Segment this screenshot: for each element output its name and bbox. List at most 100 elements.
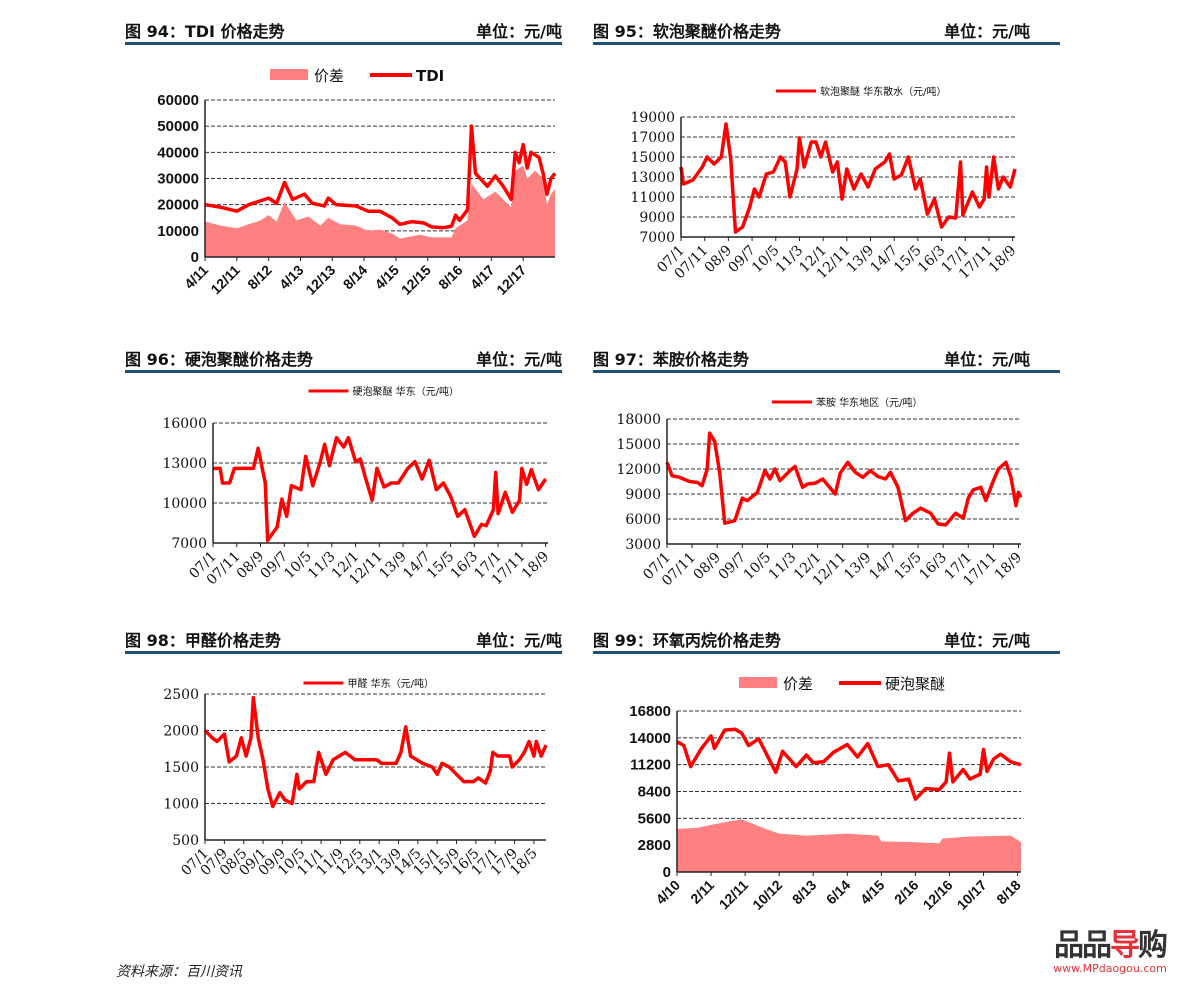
logo-mark: 品品导购 [1054,928,1168,963]
chart-95: 70009000110001300015000170001900007/107/… [630,83,1019,282]
y-tick-label: 9000 [639,210,675,226]
figure-title: 图 94：TDI 价格走势 [125,22,285,41]
y-tick-label: 19000 [630,110,675,126]
y-tick-label: 2500 [163,687,199,703]
x-tick-label: 14/7 [866,550,900,584]
line-series-0 [213,435,548,543]
y-tick-label: 12000 [616,462,661,478]
x-tick-label: 13/9 [841,550,875,584]
y-tick-label: 1000 [163,797,199,813]
x-tick-label: 8/16 [435,262,466,293]
y-tick-label: 15000 [630,150,675,166]
y-tick-label: 7000 [639,230,675,246]
legend-background [300,383,481,399]
y-tick-label: 40000 [157,144,199,161]
y-tick-label: 1500 [163,760,199,776]
x-tick-label: 4/15 [857,877,888,908]
y-tick-label: 30000 [157,171,199,188]
x-tick-label: 08/9 [690,550,724,584]
x-tick-label: 4/11 [181,262,211,292]
figure-title: 图 98：甲醛价格走势 [125,631,281,650]
x-tick-label: 8/12 [244,262,275,293]
source-note: 资料来源：百川资讯 [116,964,242,980]
figure-title: 图 99：环氧丙烷价格走势 [593,631,781,650]
legend: 甲醛 华东（元/吨） [295,675,476,691]
legend-swatch-area [739,677,777,688]
y-tick-label: 0 [663,864,671,881]
figure-header-94: 图 94：TDI 价格走势 单位：元/吨 [125,12,562,45]
legend-label: 软泡聚醚 华东散水（元/吨） [820,85,947,98]
y-tick-label: 500 [172,833,199,849]
figure-title: 图 95：软泡聚醚价格走势 [593,22,781,41]
y-tick-label: 50000 [157,118,199,135]
area-series-0 [677,819,1021,872]
area-series-0 [205,165,555,257]
x-tick-label: 10/12 [749,877,785,913]
y-tick-label: 13000 [630,170,675,186]
y-tick-label: 11200 [630,757,671,774]
legend-label: 硬泡聚醚 [885,675,945,693]
legend-label: 苯胺 华东地区（元/吨） [816,396,923,409]
x-tick-label: 2/11 [687,877,717,907]
figure-header-96: 图 96：硬泡聚醚价格走势 单位：元/吨 [125,340,562,373]
unit-label: 单位：元/吨 [944,22,1030,41]
x-tick-label: 18/9 [986,243,1020,277]
x-tick-label: 4/10 [653,877,684,908]
y-tick-label: 9000 [625,487,661,503]
y-tick-label: 15000 [616,437,661,453]
unit-label: 单位：元/吨 [944,350,1030,369]
legend-label: 价差 [783,675,813,693]
y-tick-label: 2800 [638,837,671,854]
y-tick-label: 13000 [162,456,207,472]
legend: 硬泡聚醚 华东（元/吨） [300,383,481,399]
line-series-0 [203,695,548,809]
x-tick-label: 8/18 [993,877,1024,908]
chart-97: 30006000900012000150001800007/107/1108/9… [616,394,1025,589]
y-tick-label: 10000 [157,223,199,240]
line-series-0 [665,431,1023,527]
x-tick-label: 12/11 [716,877,752,913]
y-tick-label: 8400 [638,784,671,801]
x-tick-label: 12/13 [302,262,338,298]
figure-header-99: 图 99：环氧丙烷价格走势 单位：元/吨 [593,621,1060,654]
x-tick-label: 15/5 [891,550,925,584]
figure-title: 图 96：硬泡聚醚价格走势 [125,350,313,369]
x-tick-label: 18/9 [519,549,553,583]
x-tick-label: 16/3 [916,550,950,584]
x-tick-label: 6/14 [823,877,854,908]
legend-label: 甲醛 华东（元/吨） [348,677,435,690]
chart-94: 0 10000 20000 30000 40000 50000 60000 4/1112/11… [157,67,557,298]
figure-header-97: 图 97：苯胺价格走势 单位：元/吨 [593,340,1060,373]
unit-label: 单位：元/吨 [944,631,1030,650]
figure-header-95: 图 95：软泡聚醚价格走势 单位：元/吨 [593,12,1060,45]
figure-header-98: 图 98：甲醛价格走势 单位：元/吨 [125,621,562,654]
line-series-0 [679,122,1017,234]
watermark-logo: 品品导购 www.MPdaogou.com [1040,928,1180,976]
y-tick-label: 20000 [157,197,199,214]
legend-swatch-area [270,69,308,80]
y-tick-label: 2000 [163,724,199,740]
legend: 价差 TDI [270,67,444,85]
unit-label: 单位：元/吨 [476,22,562,41]
x-tick-label: 2/16 [891,877,922,908]
x-tick-label: 10/5 [741,550,775,584]
y-tick-label: 6000 [625,512,661,528]
figure-title: 图 97：苯胺价格走势 [593,350,749,369]
x-tick-label: 12/17 [493,262,529,298]
y-tick-label: 3000 [625,537,661,553]
legend: 价差 硬泡聚醚 [739,675,945,693]
line-series-1 [204,124,557,230]
y-tick-label: 7000 [171,536,207,552]
y-tick-label: 10000 [162,496,207,512]
legend-label: 价差 [314,67,344,85]
y-tick-label: 16800 [629,703,671,720]
y-tick-label: 18000 [616,412,661,428]
y-tick-label: 60000 [157,92,199,109]
x-tick-label: 12/16 [920,877,956,913]
legend-label: TDI [416,67,444,85]
y-tick-label: 14000 [629,730,671,747]
x-tick-label: 11/3 [766,550,800,584]
x-tick-label: 8/13 [789,877,820,908]
